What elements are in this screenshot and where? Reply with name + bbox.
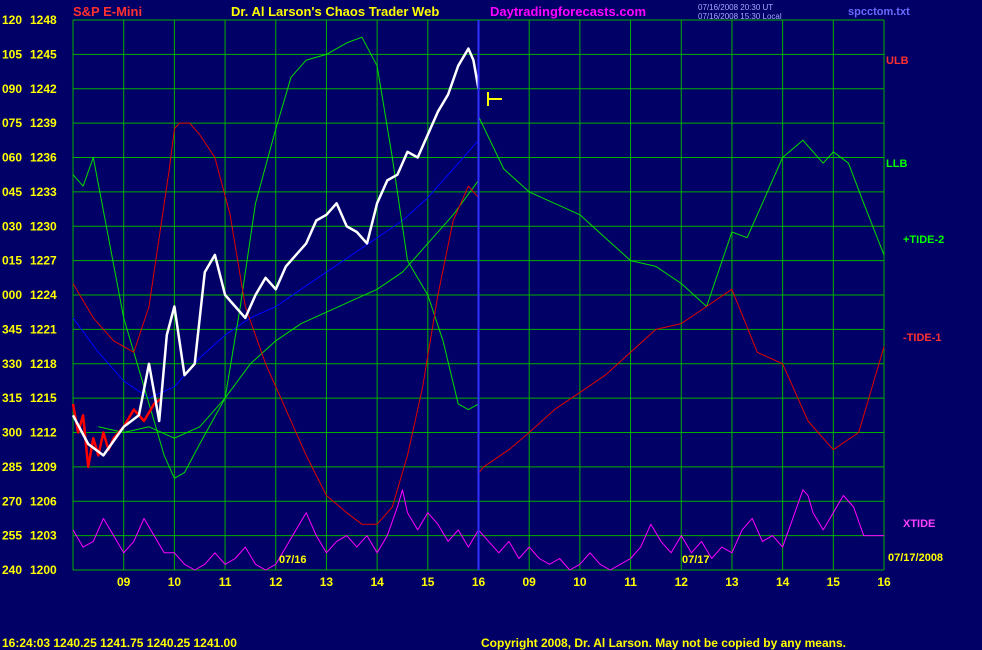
y-tick-angle: 330 <box>2 357 22 371</box>
y-tick-price: 1233 <box>30 185 57 199</box>
x-axis-ticks: 09 10 11 12 13 14 15 16 09 10 11 12 13 14 15 16 <box>117 575 891 589</box>
x-tick-label: 15 <box>827 575 841 589</box>
x-tick-label: 09 <box>117 575 131 589</box>
y-tick-angle: 120 <box>2 13 22 27</box>
y-tick-angle: 300 <box>2 426 22 440</box>
x-tick-label: 12 <box>269 575 283 589</box>
y-tick-angle: 000 <box>2 288 22 302</box>
quote-readout: 16:24:03 1240.25 1241.75 1240.25 1241.00 <box>2 636 237 650</box>
y-tick-angle: 030 <box>2 219 22 233</box>
x-tick-label: 14 <box>370 575 384 589</box>
x-tick-label: 15 <box>421 575 435 589</box>
y-tick-angle: 060 <box>2 151 22 165</box>
series-price-early-line <box>71 397 163 469</box>
series-price-line <box>71 47 480 457</box>
x-tick-label: 14 <box>776 575 790 589</box>
y-tick-price: 1203 <box>30 529 57 543</box>
x-tick-label: 10 <box>573 575 587 589</box>
y-tick-price: 1218 <box>30 357 57 371</box>
y-tick-angle: 045 <box>2 185 22 199</box>
series-ma-blue-line <box>72 139 479 399</box>
y-tick-price: 1212 <box>30 426 57 440</box>
tide-plus2-label: +TIDE-2 <box>903 234 945 246</box>
x-tick-label: 11 <box>624 575 637 589</box>
day1-label: 07/16 <box>279 554 307 566</box>
y-tick-angle: 345 <box>2 322 22 336</box>
x-tick-label: 12 <box>675 575 689 589</box>
y-tick-angle: 270 <box>2 494 22 508</box>
symbol-title: S&P E-Mini <box>73 4 143 19</box>
y-tick-price: 1230 <box>30 219 57 233</box>
timestamp-ut: 07/16/2008 20:30 UT <box>698 3 774 12</box>
y-tick-angle: 015 <box>2 254 22 268</box>
y-tick-price: 1242 <box>30 82 57 96</box>
y-tick-price: 1215 <box>30 391 57 405</box>
y-tick-angle: 285 <box>2 460 22 474</box>
last-price-marker <box>487 92 502 106</box>
filename-label: spcctom.txt <box>848 6 910 18</box>
y-tick-price: 1236 <box>30 151 57 165</box>
y-tick-price: 1224 <box>30 288 57 302</box>
timestamp-local: 07/16/2008 15:30 Local <box>698 12 782 21</box>
series-llb-2-line <box>98 180 479 439</box>
xtide-label: XTIDE <box>903 518 936 530</box>
y-tick-angle: 075 <box>2 116 22 130</box>
y-tick-price: 1200 <box>30 563 57 577</box>
y-tick-angle: 255 <box>2 529 22 543</box>
y-tick-price: 1239 <box>30 116 57 130</box>
x-tick-label: 11 <box>219 575 232 589</box>
copyright-notice: Copyright 2008, Dr. Al Larson. May not b… <box>481 636 846 650</box>
site-link[interactable]: Daytradingforecasts.com <box>490 4 647 19</box>
day2-label: 07/17 <box>682 554 710 566</box>
y-tick-angle: 105 <box>2 47 22 61</box>
chart-title: Dr. Al Larson's Chaos Trader Web <box>231 4 440 19</box>
y-tick-angle: 240 <box>2 563 22 577</box>
y-axis-ticks: 120 1248 105 1245 090 1242 075 1239 060 1236 045 12… <box>2 13 57 577</box>
series-ulb-line <box>72 122 885 525</box>
y-tick-price: 1245 <box>30 47 57 61</box>
series-layer <box>71 36 885 571</box>
y-tick-price: 1248 <box>30 13 57 27</box>
x-tick-label: 09 <box>523 575 537 589</box>
x-tick-label: 13 <box>725 575 739 589</box>
y-tick-price: 1206 <box>30 494 57 508</box>
llb-label: LLB <box>886 158 908 170</box>
x-tick-label: 13 <box>320 575 334 589</box>
date-right-label: 07/17/2008 <box>888 552 944 564</box>
y-tick-angle: 315 <box>2 391 22 405</box>
y-tick-price: 1221 <box>30 322 57 336</box>
series-llb-line <box>72 36 885 479</box>
x-tick-label: 16 <box>877 575 891 589</box>
y-tick-angle: 090 <box>2 82 22 96</box>
tide-minus1-label: -TIDE-1 <box>903 332 942 344</box>
y-tick-price: 1227 <box>30 254 57 268</box>
y-tick-price: 1209 <box>30 460 57 474</box>
x-tick-label: 10 <box>168 575 182 589</box>
x-tick-label: 16 <box>472 575 486 589</box>
ulb-label: ULB <box>886 55 909 67</box>
